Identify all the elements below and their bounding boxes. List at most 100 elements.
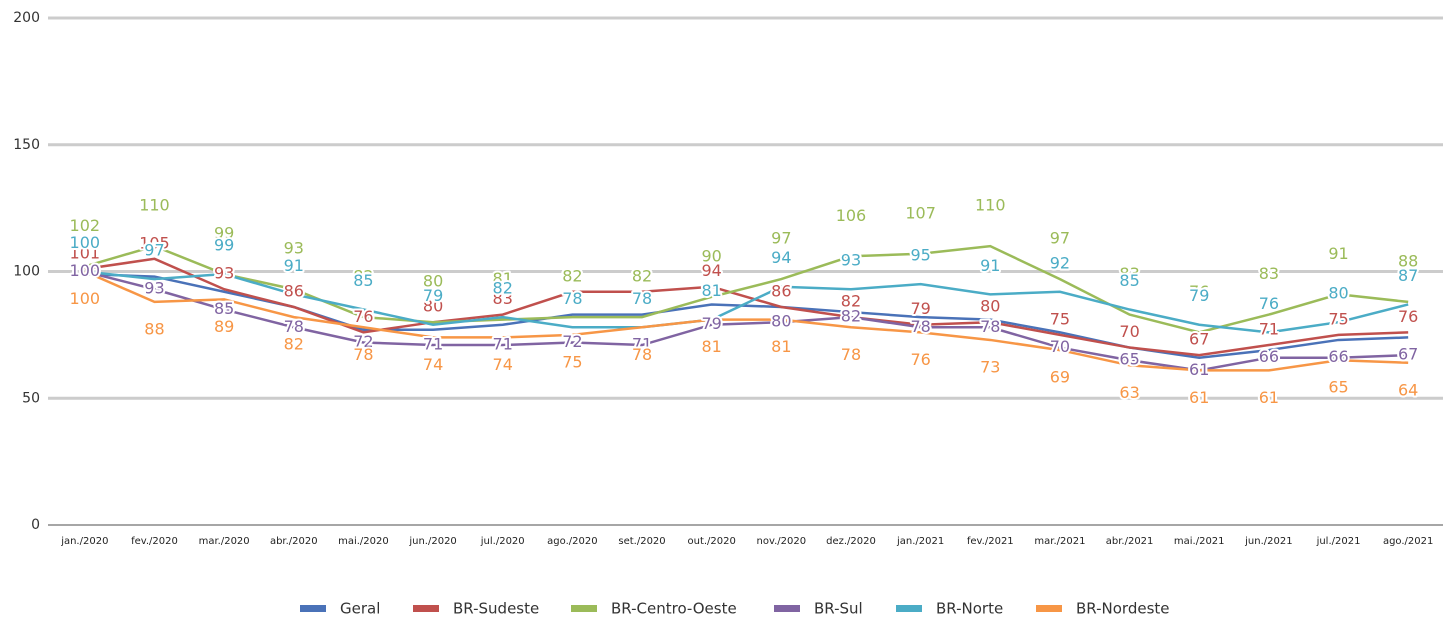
data-label: 83: [1119, 264, 1139, 283]
data-label: 73: [980, 357, 1000, 376]
data-label: 82: [562, 267, 582, 286]
data-label: 101: [70, 243, 101, 262]
data-label: 81: [771, 337, 791, 356]
data-label: 71: [423, 335, 443, 354]
data-label: 67: [1189, 330, 1209, 349]
data-label: 92: [562, 266, 582, 285]
y-tick-label: 100: [13, 264, 40, 280]
x-tick-label: ago./2021: [1383, 536, 1433, 547]
data-label: 105: [139, 233, 170, 252]
legend-swatch: [896, 605, 922, 612]
legend-label: BR-Sudeste: [453, 600, 539, 618]
data-label: 85: [1119, 271, 1139, 290]
legend-swatch: [571, 605, 597, 612]
data-label: 81: [701, 337, 721, 356]
data-label: 93: [144, 279, 164, 298]
legend-swatch: [774, 605, 800, 612]
data-label: 61: [1189, 388, 1209, 407]
data-label: 79: [910, 299, 930, 318]
data-label: 66: [1259, 347, 1279, 366]
data-label: 80: [1328, 284, 1348, 303]
data-label: 86: [284, 281, 304, 300]
data-label: 93: [284, 239, 304, 258]
data-label: 82: [841, 307, 861, 326]
legend-label: BR-Nordeste: [1076, 600, 1170, 618]
data-label: 61: [1189, 360, 1209, 379]
data-label: 78: [910, 317, 930, 336]
data-label: 64: [1398, 380, 1418, 399]
x-tick-label: mai./2021: [1174, 536, 1225, 547]
data-label: 107: [905, 203, 936, 222]
x-tick-label: fev./2020: [131, 536, 178, 547]
data-label: 78: [632, 345, 652, 364]
data-label: 100: [70, 289, 101, 308]
data-label: 75: [1328, 309, 1348, 328]
data-label: 90: [701, 246, 721, 265]
data-label: 110: [975, 196, 1006, 215]
data-label: 91: [980, 256, 1000, 275]
data-label: 78: [841, 345, 861, 364]
x-tick-label: jul./2020: [480, 536, 525, 547]
data-label: 72: [562, 332, 582, 351]
data-label: 92: [632, 266, 652, 285]
x-tick-label: abr./2020: [270, 536, 318, 547]
data-label: 70: [1119, 322, 1139, 341]
x-tick-label: jul./2021: [1316, 536, 1361, 547]
data-label: 75: [1050, 309, 1070, 328]
data-label: 82: [493, 279, 513, 298]
data-label: 80: [980, 297, 1000, 316]
data-label: 79: [701, 314, 721, 333]
data-label: 80: [423, 272, 443, 291]
data-label: 65: [1119, 350, 1139, 369]
data-label: 97: [144, 241, 164, 260]
data-label: 87: [1398, 266, 1418, 285]
data-label: 85: [353, 271, 373, 290]
data-label: 81: [493, 269, 513, 288]
series-line: [84, 270, 1409, 334]
data-label: 97: [1050, 229, 1070, 248]
x-tick-label: out./2020: [687, 536, 735, 547]
data-label: 80: [771, 312, 791, 331]
x-tick-label: ago./2020: [547, 536, 597, 547]
data-label: 66: [1328, 347, 1348, 366]
data-label: 92: [1050, 253, 1070, 272]
data-label: 93: [841, 251, 861, 270]
x-tick-label: mar./2021: [1034, 536, 1085, 547]
data-label: 78: [980, 317, 1000, 336]
series-line: [84, 257, 1409, 357]
data-label: 79: [423, 286, 443, 305]
data-label: 94: [771, 248, 791, 267]
data-label: 82: [284, 335, 304, 354]
x-tick-label: dez./2020: [826, 536, 876, 547]
data-label: 93: [214, 264, 234, 283]
data-label: 106: [836, 206, 867, 225]
y-tick-label: 0: [31, 517, 40, 533]
data-label: 69: [1050, 368, 1070, 387]
x-tick-label: jun./2020: [408, 536, 456, 547]
data-label: 81: [701, 281, 721, 300]
x-tick-label: mai./2020: [338, 536, 389, 547]
y-tick-label: 200: [13, 10, 40, 26]
data-label: 78: [284, 317, 304, 336]
data-label: 76: [910, 350, 930, 369]
data-label: 75: [562, 352, 582, 371]
x-tick-label: jan./2021: [896, 536, 944, 547]
data-label: 76: [353, 307, 373, 326]
data-label: 80: [423, 297, 443, 316]
data-label: 83: [493, 289, 513, 308]
x-tick-label: nov./2020: [757, 536, 807, 547]
data-label: 74: [423, 355, 443, 374]
data-label: 91: [284, 256, 304, 275]
data-label: 76: [1189, 282, 1209, 301]
data-label: 82: [841, 292, 861, 311]
data-label: 72: [353, 332, 373, 351]
x-tick-label: fev./2021: [967, 536, 1014, 547]
data-label: 76: [1259, 294, 1279, 313]
x-tick-label: jan./2020: [60, 536, 108, 547]
data-label: 83: [1259, 264, 1279, 283]
data-label: 61: [1259, 388, 1279, 407]
data-label: 88: [144, 319, 164, 338]
data-label: 74: [493, 355, 513, 374]
data-label: 82: [353, 267, 373, 286]
legend-swatch: [1036, 605, 1062, 612]
